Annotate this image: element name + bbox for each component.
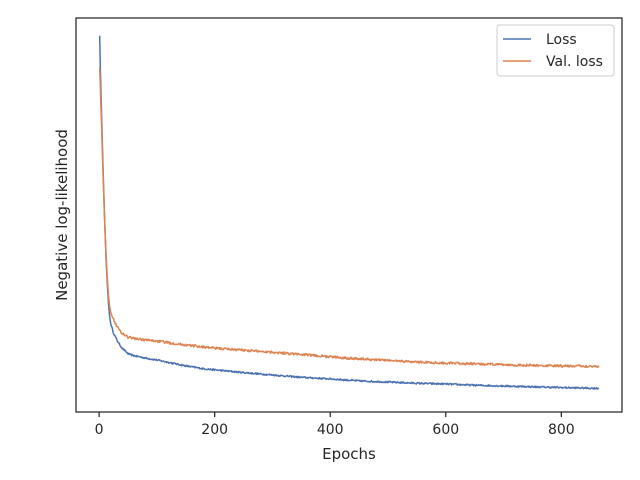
legend: Loss Val. loss [496,24,615,77]
plot-area [98,35,600,390]
legend-label-val-loss: Val. loss [546,54,603,70]
x-tick-label-600: 600 [432,422,459,438]
x-axis: 0 200 400 600 800 [95,412,575,438]
x-tick-label-400: 400 [317,422,344,438]
series-line-val-loss [98,67,600,369]
x-tick-label-0: 0 [95,422,104,438]
plot-frame [75,17,623,413]
x-tick-label-800: 800 [548,422,575,438]
legend-label-loss: Loss [546,32,577,48]
legend-box [496,24,615,77]
x-tick-label-200: 200 [201,422,228,438]
series-line-loss [98,35,600,390]
x-axis-label: Epochs [322,445,376,463]
y-axis-label: Negative log-likelihood [53,129,71,301]
